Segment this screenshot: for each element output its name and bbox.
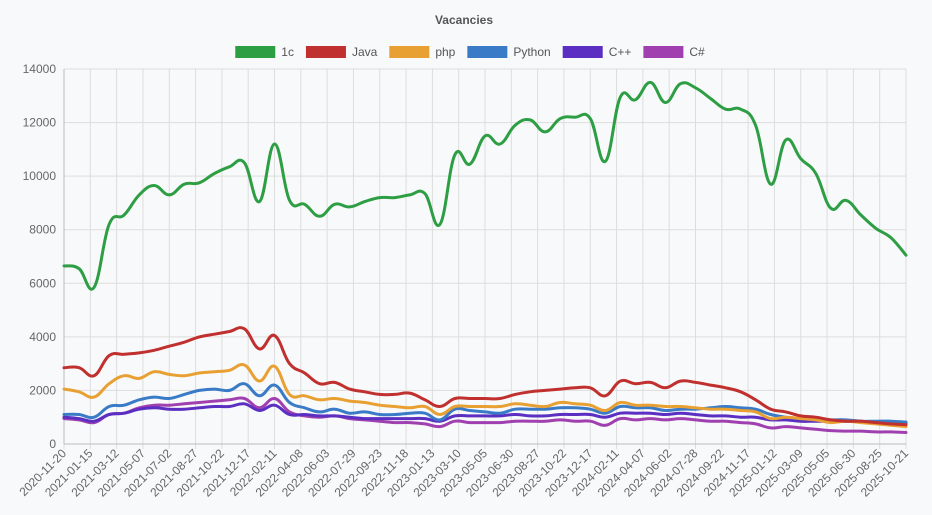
- series-line-java: [62, 326, 908, 427]
- y-tick-label: 12000: [23, 116, 57, 130]
- legend-swatch: [305, 46, 346, 58]
- legend-swatch: [235, 46, 276, 58]
- series-line-php: [62, 363, 908, 429]
- legend-swatch: [562, 46, 603, 58]
- chart-legend: 1c Java php Python C++ C#: [235, 45, 705, 59]
- legend-item: Java: [305, 45, 378, 59]
- legend-swatch: [467, 46, 508, 58]
- legend-label: php: [435, 45, 455, 59]
- series-line-cplus: [62, 402, 908, 425]
- y-tick-label: 6000: [29, 276, 56, 290]
- y-tick-label: 8000: [29, 223, 56, 237]
- legend-swatch: [643, 46, 684, 58]
- legend-item: C#: [643, 45, 705, 59]
- legend-item: Python: [467, 45, 551, 59]
- series-line-1c: [62, 80, 908, 291]
- y-tick-label: 10000: [23, 169, 57, 183]
- legend-label: C#: [689, 45, 705, 59]
- legend-item: php: [389, 45, 456, 59]
- x-axis-tick-labels: 2020-11-202021-01-152021-03-122021-05-07…: [16, 446, 911, 500]
- chart-axes: [63, 69, 906, 445]
- legend-label: C++: [609, 45, 632, 59]
- series-lines: [62, 80, 908, 434]
- y-tick-label: 0: [49, 437, 56, 451]
- y-tick-label: 14000: [23, 62, 57, 76]
- y-tick-label: 2000: [29, 383, 56, 397]
- legend-item: C++: [562, 45, 632, 59]
- legend-label: Python: [513, 45, 550, 59]
- x-gridlines: [63, 69, 907, 449]
- legend-label: 1c: [281, 45, 294, 59]
- legend-swatch: [389, 46, 430, 58]
- series-line-cplus: [62, 396, 908, 434]
- y-tick-label: 4000: [29, 330, 56, 344]
- legend-label: Java: [352, 45, 378, 59]
- y-axis-tick-labels: 0 2000 4000 6000 8000 10000 12000 14000: [23, 62, 57, 451]
- legend-item: 1c: [235, 45, 294, 59]
- chart-title: Vacancies: [435, 13, 493, 27]
- series-line-python: [62, 382, 908, 424]
